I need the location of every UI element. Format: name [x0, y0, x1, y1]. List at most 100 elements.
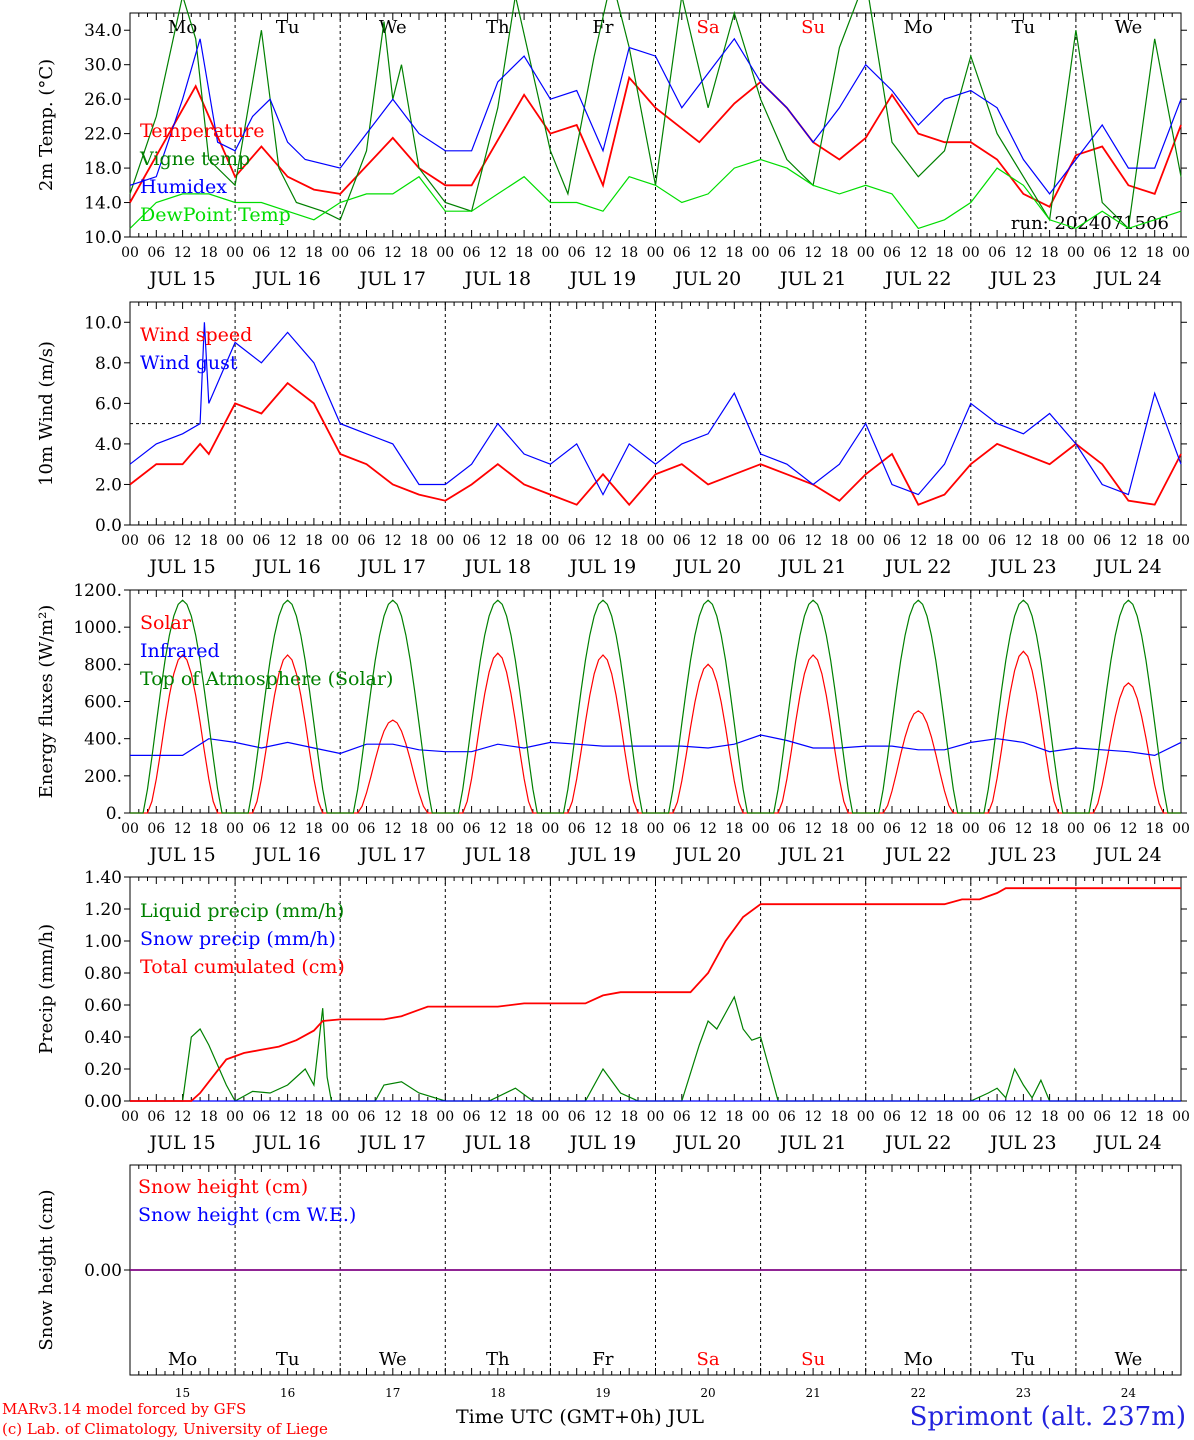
day-number-label: 20	[700, 1386, 715, 1400]
hour-tick-label: 12	[489, 245, 507, 261]
hour-tick-label: 18	[620, 245, 638, 261]
hour-tick-label: 06	[147, 1109, 165, 1125]
hour-tick-label: 12	[174, 821, 192, 837]
hour-tick-label: 18	[831, 821, 849, 837]
hour-tick-label: 18	[1146, 245, 1164, 261]
hour-tick-label: 18	[936, 245, 954, 261]
hour-tick-label: 12	[1014, 533, 1032, 549]
hour-tick-label: 00	[1172, 533, 1190, 549]
hour-tick-label: 00	[541, 245, 559, 261]
hour-tick-label: 18	[1041, 245, 1059, 261]
time-ticks	[129, 877, 1182, 1101]
date-label: JUL 15	[147, 556, 215, 578]
hour-tick-label: 18	[831, 1109, 849, 1125]
date-label: JUL 16	[252, 268, 320, 290]
hour-tick-label: 00	[121, 245, 139, 261]
hour-tick-label: 00	[331, 533, 349, 549]
hour-tick-label: 00	[121, 1109, 139, 1125]
hour-tick-label: 06	[673, 1109, 691, 1125]
y-tick-label: 1200.	[73, 581, 122, 601]
hour-tick-label: 00	[436, 533, 454, 549]
date-label: JUL 21	[778, 556, 846, 578]
date-label: JUL 18	[463, 844, 531, 866]
hour-tick-label: 00	[331, 821, 349, 837]
hour-tick-label: 12	[279, 245, 297, 261]
y-tick-label: 2.0	[95, 475, 122, 495]
panel-wind: 0.0 2.0 4.0 6.0 8.0 10.0 10m Wind (m/s) Wind sp…	[36, 301, 1190, 578]
hour-tick-label: 12	[909, 821, 927, 837]
legend-entry: Temperature	[140, 120, 264, 142]
legend-entry: Wind speed	[140, 324, 252, 346]
y-tick-label: 1.20	[84, 900, 122, 920]
hour-tick-label: 06	[147, 245, 165, 261]
date-label: JUL 17	[358, 268, 426, 290]
hour-tick-label: 06	[988, 821, 1006, 837]
hour-tick-label: 00	[121, 821, 139, 837]
series-wind-speed	[129, 381, 1182, 507]
hour-tick-label: 00	[226, 821, 244, 837]
hour-tick-label: 06	[358, 1109, 376, 1125]
hour-tick-label: 06	[147, 821, 165, 837]
date-label: JUL 19	[568, 556, 636, 578]
y-tick-label: 0.40	[84, 1028, 122, 1048]
hour-tick-label: 00	[1172, 245, 1190, 261]
hour-tick-label: 00	[541, 1109, 559, 1125]
hour-tick-label: 12	[279, 821, 297, 837]
time-ticks	[129, 302, 1182, 525]
hour-tick-label: 06	[673, 245, 691, 261]
series-total-cumulated-cm-	[130, 887, 1181, 1102]
series-liquid-precip-mm-h-	[130, 995, 1181, 1102]
hour-tick-label: 12	[699, 245, 717, 261]
day-number-label: 16	[280, 1386, 295, 1400]
panel-energy: 0. 200. 400. 600. 800. 1000. 1200. Energy fluxe…	[36, 581, 1190, 866]
y-tick-label: 10.0	[84, 228, 122, 248]
hour-tick-label: 12	[174, 1109, 192, 1125]
y-tick-label: 1.40	[84, 868, 122, 888]
hour-tick-label: 00	[857, 245, 875, 261]
date-label: JUL 24	[1093, 844, 1161, 866]
hour-tick-label: 06	[988, 1109, 1006, 1125]
hour-tick-label: 18	[200, 245, 218, 261]
y-tick-label: 800.	[84, 655, 122, 675]
y-axis-label: Energy fluxes (W/m²)	[36, 605, 57, 799]
hour-tick-label: 18	[305, 245, 323, 261]
day-number-label: 22	[911, 1386, 926, 1400]
hour-tick-label: 06	[883, 245, 901, 261]
y-tick-label: 6.0	[95, 394, 122, 414]
weekday-label: Th	[486, 1349, 510, 1370]
weekday-label: Tu	[276, 1349, 300, 1370]
date-label: JUL 23	[988, 556, 1056, 578]
hour-tick-label: 06	[778, 533, 796, 549]
hour-tick-label: 12	[909, 533, 927, 549]
hour-tick-label: 06	[1093, 245, 1111, 261]
hour-tick-label: 06	[252, 245, 270, 261]
hour-tick-label: 00	[857, 821, 875, 837]
y-tick-label: 200.	[84, 767, 122, 787]
hour-tick-label: 12	[279, 1109, 297, 1125]
legend-entry: Humidex	[140, 176, 227, 198]
date-label: JUL 16	[252, 844, 320, 866]
hour-tick-label: 12	[594, 1109, 612, 1125]
y-tick-label: 14.0	[84, 194, 122, 214]
hour-tick-label: 00	[1067, 821, 1085, 837]
hour-tick-label: 00	[962, 245, 980, 261]
hour-tick-label: 06	[778, 245, 796, 261]
hour-tick-label: 18	[515, 245, 533, 261]
day-number-label: 23	[1016, 1386, 1031, 1400]
legend-entry: Snow height (cm W.E.)	[138, 1204, 356, 1226]
weekday-label: Su	[801, 1349, 825, 1370]
hour-tick-label: 00	[541, 533, 559, 549]
hour-tick-label: 06	[358, 821, 376, 837]
hour-tick-label: 18	[410, 533, 428, 549]
date-label: JUL 22	[883, 556, 951, 578]
hour-tick-label: 12	[699, 1109, 717, 1125]
y-tick-label: 600.	[84, 693, 122, 713]
hour-tick-label: 06	[673, 821, 691, 837]
time-axis-label: Time UTC (GMT+0h) JUL	[456, 1406, 704, 1428]
hour-tick-label: 12	[804, 533, 822, 549]
day-number-label: 17	[385, 1386, 400, 1400]
hour-tick-label: 00	[436, 1109, 454, 1125]
hour-tick-label: 12	[1014, 821, 1032, 837]
hour-tick-label: 06	[463, 533, 481, 549]
hour-tick-label: 18	[620, 1109, 638, 1125]
